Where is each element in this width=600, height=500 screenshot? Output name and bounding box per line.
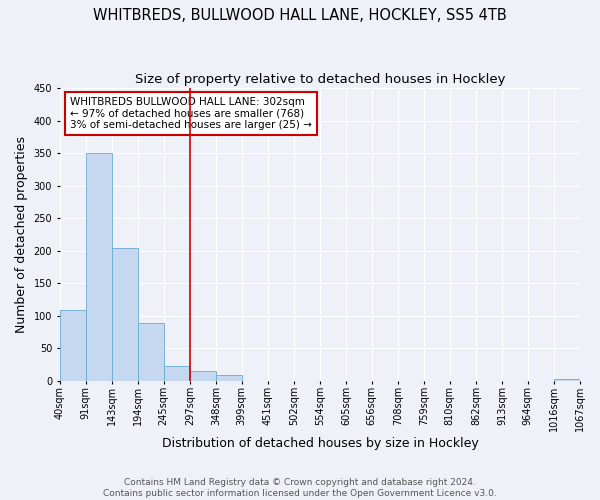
X-axis label: Distribution of detached houses by size in Hockley: Distribution of detached houses by size … — [161, 437, 478, 450]
Bar — [60, 310, 86, 380]
Bar — [216, 376, 242, 380]
Bar — [554, 378, 580, 380]
Title: Size of property relative to detached houses in Hockley: Size of property relative to detached ho… — [134, 72, 505, 86]
Text: WHITBREDS, BULLWOOD HALL LANE, HOCKLEY, SS5 4TB: WHITBREDS, BULLWOOD HALL LANE, HOCKLEY, … — [93, 8, 507, 22]
Text: Contains HM Land Registry data © Crown copyright and database right 2024.
Contai: Contains HM Land Registry data © Crown c… — [103, 478, 497, 498]
Bar — [112, 248, 138, 380]
Y-axis label: Number of detached properties: Number of detached properties — [15, 136, 28, 333]
Text: WHITBREDS BULLWOOD HALL LANE: 302sqm
← 97% of detached houses are smaller (768)
: WHITBREDS BULLWOOD HALL LANE: 302sqm ← 9… — [70, 97, 312, 130]
Bar — [138, 322, 164, 380]
Bar — [86, 153, 112, 380]
Bar — [164, 366, 190, 380]
Bar — [190, 372, 216, 380]
